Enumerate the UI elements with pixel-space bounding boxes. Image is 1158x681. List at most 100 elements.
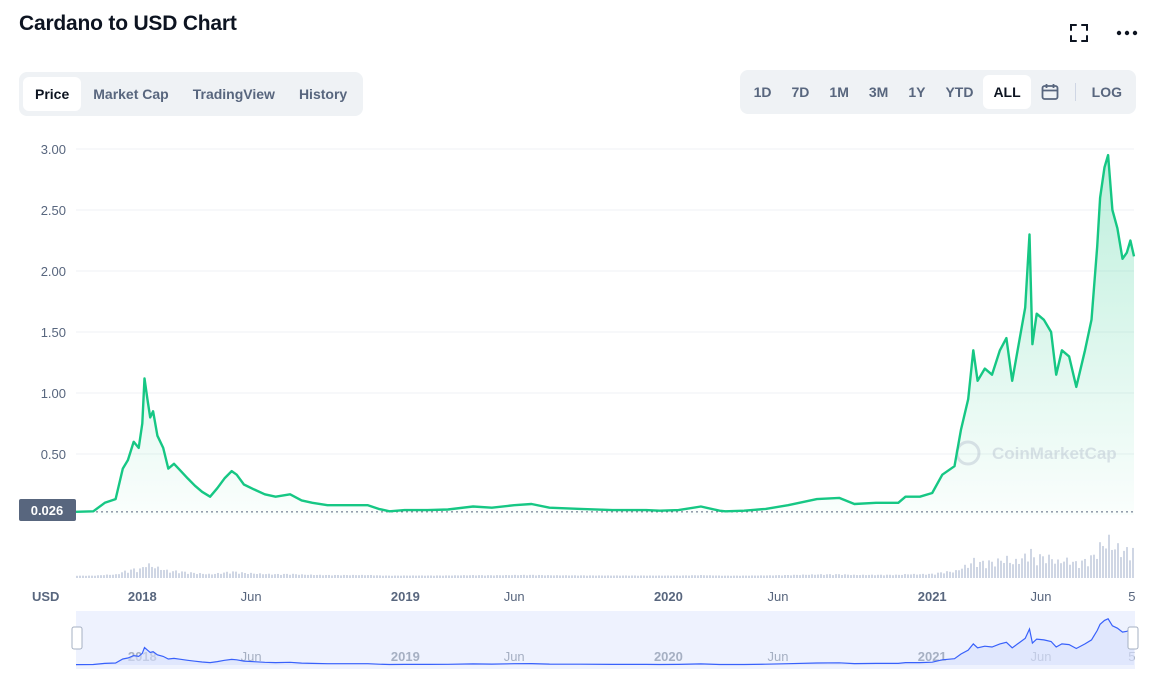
volume-bar — [274, 574, 276, 578]
navigator-left-handle[interactable] — [71, 626, 83, 650]
volume-bar — [208, 573, 210, 578]
volume-bar — [691, 575, 693, 578]
volume-bar — [883, 575, 885, 578]
volume-bar — [625, 575, 627, 578]
volume-bar — [547, 575, 549, 578]
volume-bar — [661, 575, 663, 578]
volume-bar — [901, 574, 903, 578]
volume-bar — [646, 575, 648, 578]
range-divider — [1074, 83, 1076, 101]
tab-price[interactable]: Price — [23, 77, 82, 111]
volume-bar — [94, 575, 96, 578]
currency-label: USD — [32, 589, 59, 604]
volume-bar — [751, 575, 753, 578]
volume-bar — [367, 575, 369, 578]
volume-bar — [553, 575, 555, 578]
volume-bar — [91, 575, 93, 578]
volume-bar — [361, 574, 363, 578]
volume-bar — [82, 575, 84, 578]
volume-bar — [268, 573, 270, 578]
volume-bar — [850, 575, 852, 578]
volume-bar — [388, 575, 390, 578]
volume-bar — [433, 575, 435, 578]
volume-bar — [436, 575, 438, 578]
volume-bar — [532, 574, 534, 578]
volume-bar — [619, 575, 621, 578]
volume-bar — [652, 575, 654, 578]
volume-bar — [961, 568, 963, 578]
volume-bar — [895, 574, 897, 578]
volume-bar — [874, 575, 876, 578]
volume-bar — [106, 574, 108, 578]
volume-bar — [505, 574, 507, 578]
volume-bar — [142, 567, 144, 578]
range-all[interactable]: ALL — [983, 75, 1031, 109]
y-tick-label: 0.50 — [41, 447, 66, 462]
volume-bar — [376, 575, 378, 578]
volume-bar — [451, 575, 453, 578]
tab-history[interactable]: History — [298, 86, 348, 102]
volume-bar — [241, 572, 243, 578]
volume-bars — [76, 534, 1134, 578]
volume-bar — [595, 575, 597, 578]
volume-bar — [616, 575, 618, 578]
fullscreen-icon[interactable] — [1068, 22, 1090, 44]
calendar-icon[interactable] — [1031, 75, 1069, 109]
x-tick-label: Jun — [1031, 589, 1052, 604]
volume-bar — [979, 561, 981, 578]
range-ytd[interactable]: YTD — [945, 84, 974, 100]
volume-bar — [1039, 554, 1041, 578]
volume-bar — [199, 573, 201, 578]
tab-tradingview[interactable]: TradingView — [192, 86, 275, 102]
volume-bar — [940, 572, 942, 578]
volume-bar — [283, 573, 285, 578]
range-1m[interactable]: 1M — [829, 84, 849, 100]
volume-bar — [76, 575, 78, 578]
volume-bar — [169, 572, 171, 578]
volume-bar — [904, 574, 906, 578]
volume-bar — [1099, 542, 1101, 578]
range-7d[interactable]: 7D — [791, 84, 810, 100]
volume-bar — [85, 575, 87, 578]
range-1d[interactable]: 1D — [753, 84, 772, 100]
volume-bar — [1015, 558, 1017, 578]
volume-bar — [889, 574, 891, 578]
range-3m[interactable]: 3M — [868, 84, 889, 100]
range-1y[interactable]: 1Y — [908, 84, 926, 100]
volume-bar — [697, 575, 699, 578]
volume-bar — [115, 574, 117, 578]
volume-bar — [733, 575, 735, 578]
more-dots-icon[interactable] — [1116, 22, 1138, 44]
volume-bar — [358, 575, 360, 578]
volume-bar — [592, 575, 594, 578]
log-toggle[interactable]: LOG — [1091, 84, 1122, 100]
volume-bar — [544, 575, 546, 578]
volume-bar — [466, 575, 468, 578]
tab-market-cap[interactable]: Market Cap — [93, 86, 169, 102]
volume-bar — [541, 575, 543, 578]
volume-bar — [562, 575, 564, 578]
volume-bar — [937, 572, 939, 578]
volume-bar — [277, 573, 279, 578]
volume-bar — [124, 570, 126, 578]
volume-bar — [1063, 561, 1065, 578]
volume-bar — [364, 575, 366, 578]
volume-bar — [571, 575, 573, 578]
volume-bar — [1024, 553, 1026, 578]
navigator-right-handle[interactable] — [1127, 626, 1139, 650]
volume-bar — [784, 575, 786, 578]
volume-bar — [1069, 564, 1071, 578]
volume-bar — [307, 574, 309, 578]
volume-bar — [1129, 560, 1131, 578]
volume-bar — [493, 575, 495, 578]
x-tick-label: 5 — [1128, 589, 1135, 604]
volume-bar — [184, 571, 186, 578]
volume-bar — [460, 575, 462, 578]
navigator-tick-label: Jun — [504, 649, 525, 664]
x-tick-label: 2019 — [391, 589, 420, 604]
volume-bar — [1033, 557, 1035, 578]
y-tick-label: 1.50 — [41, 325, 66, 340]
volume-bar — [79, 575, 81, 578]
volume-bar — [787, 575, 789, 578]
